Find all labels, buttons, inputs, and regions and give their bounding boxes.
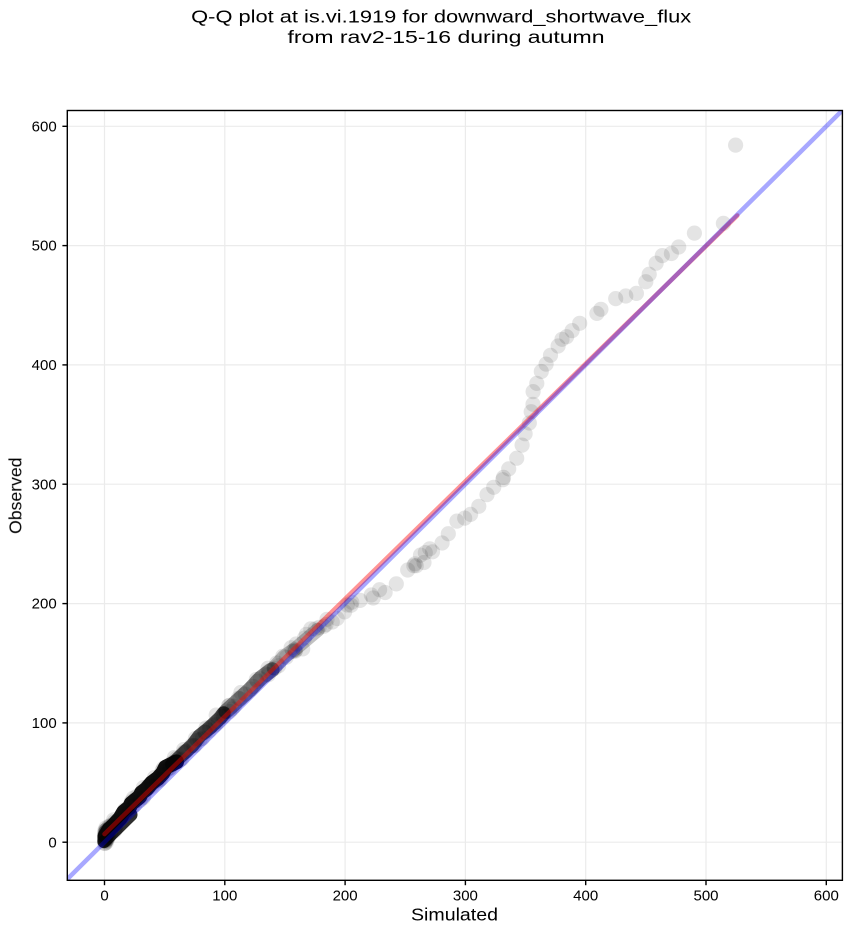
svg-text:600: 600 bbox=[32, 118, 57, 135]
svg-text:300: 300 bbox=[453, 887, 478, 904]
svg-text:100: 100 bbox=[32, 715, 57, 732]
svg-text:600: 600 bbox=[814, 887, 839, 904]
svg-text:Q-Q plot at is.vi.1919 for dow: Q-Q plot at is.vi.1919 for downward_shor… bbox=[191, 6, 691, 27]
svg-text:0: 0 bbox=[100, 887, 108, 904]
svg-text:400: 400 bbox=[573, 887, 598, 904]
svg-text:from rav2-15-16 during autumn: from rav2-15-16 during autumn bbox=[288, 27, 605, 47]
svg-text:0: 0 bbox=[48, 834, 56, 851]
svg-text:500: 500 bbox=[32, 238, 57, 255]
svg-text:300: 300 bbox=[32, 476, 57, 493]
svg-text:100: 100 bbox=[212, 887, 237, 904]
svg-text:500: 500 bbox=[693, 887, 718, 904]
svg-text:400: 400 bbox=[32, 357, 57, 374]
svg-text:200: 200 bbox=[333, 887, 358, 904]
svg-text:Simulated: Simulated bbox=[411, 904, 498, 924]
svg-text:200: 200 bbox=[32, 596, 57, 613]
svg-text:Observed: Observed bbox=[6, 457, 26, 534]
